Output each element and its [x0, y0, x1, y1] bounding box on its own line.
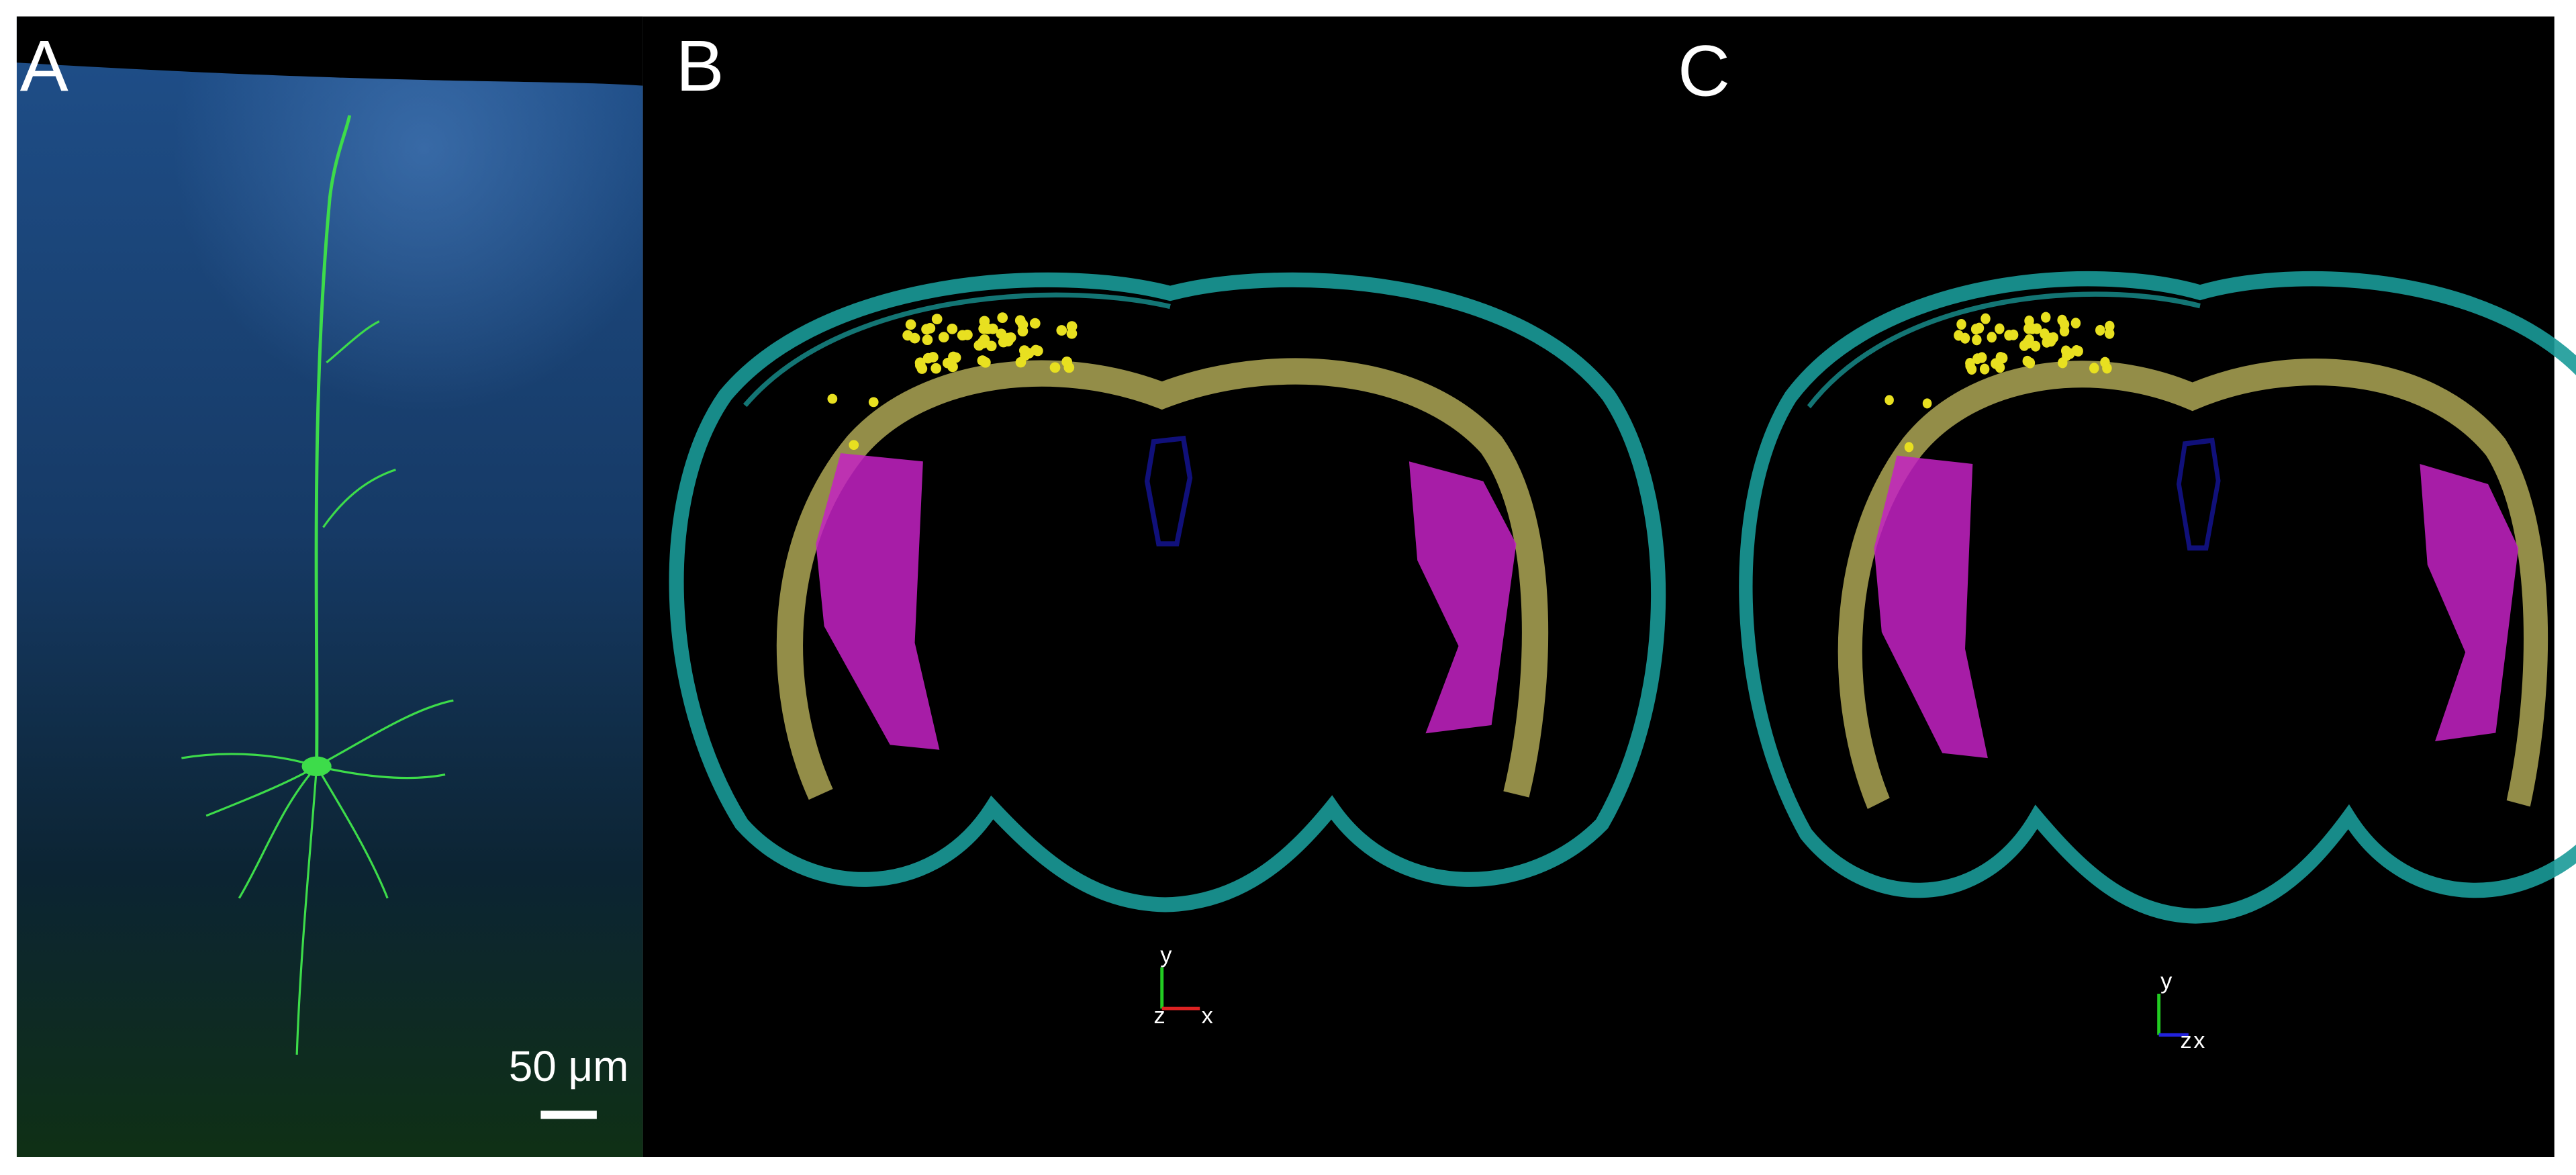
axis-label: y	[1160, 942, 1172, 968]
axis-label: x	[1202, 1003, 1213, 1029]
axis-label: y	[2160, 969, 2173, 994]
panel-label: B	[676, 25, 724, 106]
axis-label: z	[1153, 1003, 1165, 1029]
scale-bar-label: 50 μm	[509, 1042, 629, 1090]
axis-label: x	[2193, 1028, 2205, 1053]
axis-label: z	[2181, 1028, 2192, 1053]
render-view	[642, 16, 2555, 1158]
soma	[301, 756, 332, 777]
axes-gizmo-b: y z x	[1153, 942, 1212, 1029]
panel-label: A	[20, 25, 68, 106]
micrograph-glow	[16, 16, 643, 676]
panel-label: C	[1678, 30, 1730, 111]
scale-bar	[540, 1111, 597, 1119]
micrograph-edge	[16, 16, 643, 86]
axes-gizmo-c: y z x	[2157, 969, 2205, 1053]
neuron	[181, 115, 454, 1055]
